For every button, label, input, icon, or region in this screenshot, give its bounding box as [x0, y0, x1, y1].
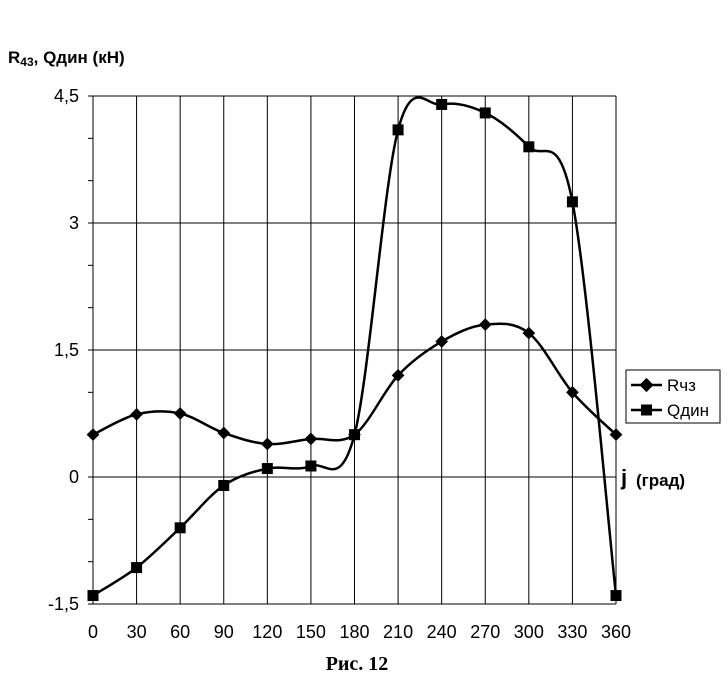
x-tick-label: 150: [296, 622, 326, 642]
y-tick-labels: -1,5 0 1,5 3 4,5: [48, 86, 79, 614]
x-tick-label: 330: [557, 622, 587, 642]
figure-caption: Рис. 12: [326, 653, 389, 675]
series-point-qdin: [261, 463, 273, 475]
y-tick-label: 0: [69, 467, 79, 487]
series-line-1: [92, 96, 618, 597]
series-point-qdin: [87, 590, 99, 602]
series-layer: [86, 96, 623, 602]
series-point-rchz: [391, 369, 405, 382]
series-point-rchz: [435, 335, 449, 348]
series-point-qdin: [479, 107, 491, 119]
series-point-qdin: [131, 562, 143, 574]
series-point-qdin: [349, 429, 360, 441]
legend: Rчз Qдин: [625, 369, 721, 424]
x-tick-label: 270: [470, 622, 500, 642]
y-axis-label: R43, Qдин (кН): [8, 48, 125, 69]
series-point-rchz: [130, 407, 143, 421]
grid: [93, 95, 617, 605]
series-point-rchz: [173, 407, 187, 420]
series-point-qdin: [218, 479, 230, 491]
legend-marker-r: [639, 377, 654, 393]
x-tick-label: 120: [252, 622, 282, 642]
y-tick-label: 4,5: [54, 86, 79, 106]
x-tick-label: 180: [339, 622, 369, 642]
series-point-qdin: [305, 460, 317, 472]
series-point-qdin: [610, 590, 622, 602]
series-point-qdin: [566, 196, 578, 208]
series-point-rchz: [217, 426, 231, 440]
series-point-qdin: [523, 141, 535, 153]
x-tick-label: 360: [601, 622, 631, 642]
series-point-rchz: [304, 432, 318, 446]
x-axis-label-unit: (град): [636, 471, 685, 490]
legend-label-r: Rчз: [667, 376, 696, 395]
x-tick-label: 240: [427, 622, 457, 642]
axes: [88, 95, 94, 605]
y-tick-label: 3: [69, 213, 79, 233]
x-tick-labels: 0 30 60 90 120 150 180 210 240 270 300 330 360: [88, 622, 631, 642]
y-tick-label: -1,5: [48, 594, 79, 614]
x-tick-label: 300: [514, 622, 544, 642]
series-point-rchz: [86, 428, 100, 442]
series-point-rchz: [478, 318, 492, 331]
series-point-rchz: [260, 437, 274, 451]
legend-label-q: Qдин: [667, 401, 709, 420]
x-tick-label: 60: [170, 622, 190, 642]
legend-marker-q: [641, 404, 652, 416]
y-axis-label-subscript: 43: [20, 55, 34, 69]
series-point-qdin: [174, 522, 186, 534]
x-tick-label: 0: [88, 622, 98, 642]
series-point-qdin: [392, 124, 404, 136]
x-tick-label: 90: [214, 622, 234, 642]
y-tick-label: 1,5: [54, 340, 79, 360]
x-tick-label: 210: [383, 622, 413, 642]
series-point-qdin: [436, 98, 448, 110]
x-axis-label-symbol: j: [620, 465, 627, 490]
x-tick-label: 30: [127, 622, 147, 642]
